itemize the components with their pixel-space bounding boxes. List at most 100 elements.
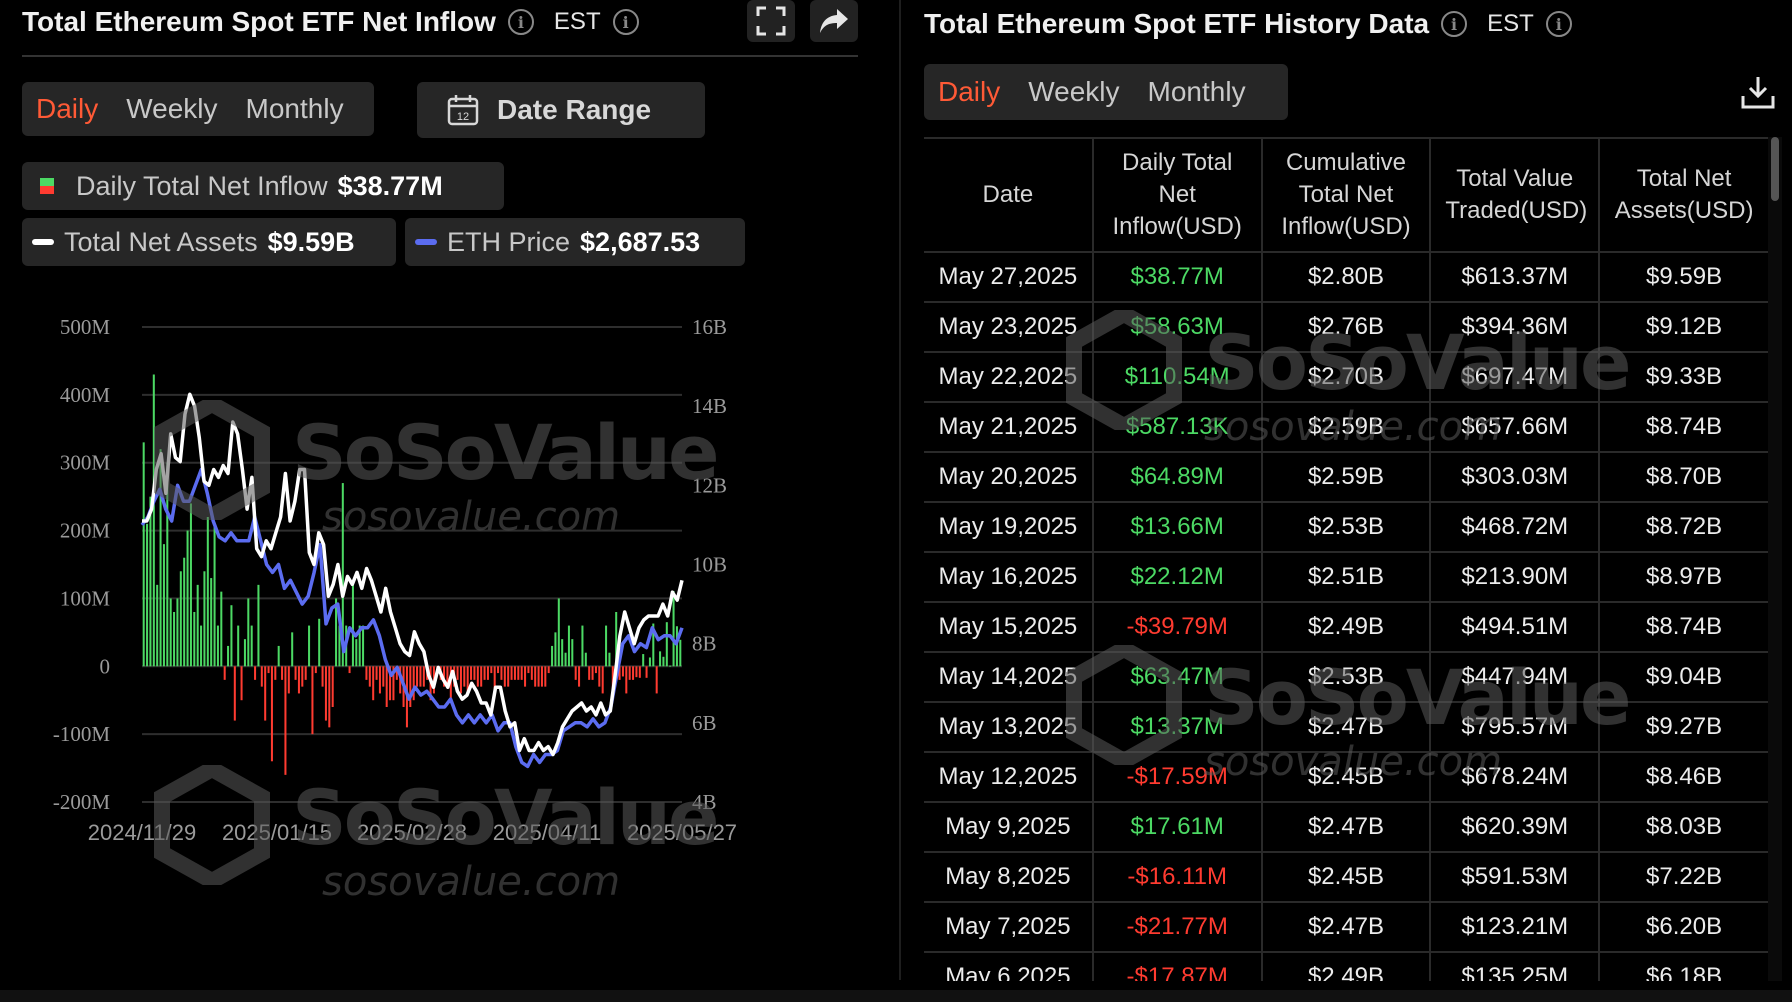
cell-value-traded: $697.47M: [1430, 352, 1601, 403]
inflow-bar: [655, 666, 658, 694]
inflow-bar: [358, 625, 361, 667]
cell-cumulative-inflow: $2.51B: [1261, 552, 1432, 603]
cell-date: May 8,2025: [924, 852, 1094, 903]
table-row: May 27,2025 $38.77M $2.80B $613.37M $9.59B: [924, 252, 1768, 303]
x-tick-label: 2024/11/29: [88, 820, 196, 845]
inflow-bar: [638, 666, 641, 678]
col-net-assets[interactable]: Total Net Assets(USD): [1599, 137, 1768, 253]
tab-weekly[interactable]: Weekly: [1028, 76, 1120, 107]
table-row: May 15,2025 -$39.79M $2.49B $494.51M $8.74B: [924, 602, 1768, 653]
inflow-bar: [267, 666, 270, 674]
tab-weekly[interactable]: Weekly: [126, 93, 218, 124]
inflow-bar: [365, 666, 368, 680]
cell-date: May 12,2025: [924, 752, 1094, 803]
y-left-tick-label: -200M: [53, 790, 110, 814]
inflow-bar: [527, 666, 530, 674]
cell-value-traded: $123.21M: [1430, 902, 1601, 953]
cell-value-traded: $494.51M: [1430, 602, 1601, 653]
inflow-bar: [335, 598, 338, 667]
y-left-tick-label: 400M: [60, 383, 111, 407]
history-table-body: May 27,2025 $38.77M $2.80B $613.37M $9.59B Ma…: [924, 252, 1768, 981]
y-left-tick-label: -100M: [53, 722, 110, 746]
inflow-bar: [500, 666, 503, 680]
table-row: May 19,2025 $13.66M $2.53B $468.72M $8.72B: [924, 502, 1768, 553]
cell-net-assets: $6.18B: [1599, 952, 1768, 981]
table-scrollbar[interactable]: [1768, 137, 1782, 981]
cell-date: May 7,2025: [924, 902, 1094, 953]
tab-monthly[interactable]: Monthly: [1147, 76, 1246, 107]
date-range-button[interactable]: 12 Date Range: [417, 82, 705, 138]
inflow-bar: [304, 666, 307, 680]
inflow-bar: [142, 442, 145, 667]
table-row: May 6,2025 -$17.87M $2.49B $135.25M $6.18B: [924, 952, 1768, 981]
inflow-bar: [389, 666, 392, 701]
tab-monthly[interactable]: Monthly: [245, 93, 344, 124]
x-tick-label: 2025/04/11: [493, 820, 601, 845]
daily-inflow-label: Daily Total Net Inflow: [76, 170, 328, 201]
cell-value-traded: $468.72M: [1430, 502, 1601, 553]
y-right-tick-label: 4B: [692, 790, 717, 814]
info-icon[interactable]: i: [507, 9, 534, 35]
inflow-bar: [375, 666, 378, 680]
inflow-bar: [476, 666, 479, 687]
cell-net-assets: $9.27B: [1599, 702, 1768, 753]
inflow-bar: [480, 666, 483, 687]
timezone-info-icon[interactable]: i: [1545, 11, 1572, 37]
inflow-bar: [186, 530, 189, 667]
col-value-traded[interactable]: Total Value Traded(USD): [1430, 137, 1601, 253]
inflow-bar: [534, 666, 537, 687]
table-row: May 23,2025 $58.63M $2.76B $394.36M $9.12B: [924, 302, 1768, 353]
cell-net-assets: $8.03B: [1599, 802, 1768, 853]
table-row: May 9,2025 $17.61M $2.47B $620.39M $8.03B: [924, 802, 1768, 853]
cell-net-assets: $9.33B: [1599, 352, 1768, 403]
table-row: May 14,2025 $63.47M $2.53B $447.94M $9.04B: [924, 652, 1768, 703]
share-icon[interactable]: [810, 0, 858, 42]
history-title: Total Ethereum Spot ETF History Data: [924, 8, 1430, 39]
cell-daily-inflow: $63.47M: [1092, 652, 1263, 703]
inflow-bar: [260, 666, 263, 687]
inflow-bar: [544, 666, 547, 687]
inflow-bar: [645, 666, 648, 678]
table-row: May 13,2025 $13.37M $2.47B $795.57M $9.27B: [924, 702, 1768, 753]
inflow-bar: [156, 584, 159, 667]
timezone-info-icon[interactable]: i: [612, 9, 639, 35]
cell-net-assets: $7.22B: [1599, 852, 1768, 903]
period-tabs: Daily Weekly Monthly: [22, 82, 374, 136]
tab-daily[interactable]: Daily: [938, 76, 1001, 107]
col-date[interactable]: Date: [924, 137, 1094, 253]
cell-daily-inflow: $58.63M: [1092, 302, 1263, 353]
inflow-bar: [648, 657, 651, 667]
scrollbar-thumb[interactable]: [1771, 137, 1779, 201]
inflow-bar: [179, 571, 182, 667]
inflow-bar: [456, 666, 459, 680]
daily-inflow-stat: Daily Total Net Inflow $38.77M: [22, 162, 504, 210]
inflow-bar: [152, 374, 155, 667]
table-row: May 16,2025 $22.12M $2.51B $213.90M $8.97B: [924, 552, 1768, 603]
cell-date: May 15,2025: [924, 602, 1094, 653]
inflow-bar: [486, 666, 489, 680]
net-inflow-title-row: Total Ethereum Spot ETF Net Inflow i EST…: [22, 2, 639, 42]
cell-net-assets: $8.46B: [1599, 752, 1768, 803]
cell-value-traded: $135.25M: [1430, 952, 1601, 981]
info-icon[interactable]: i: [1441, 11, 1468, 37]
col-daily-inflow[interactable]: Daily Total Net Inflow(USD): [1092, 137, 1263, 253]
inflow-bar: [243, 639, 246, 667]
tab-daily[interactable]: Daily: [36, 93, 99, 124]
cell-cumulative-inflow: $2.47B: [1261, 902, 1432, 953]
inflow-bar: [581, 625, 584, 667]
inflow-bar: [672, 590, 675, 667]
y-left-tick-label: 100M: [60, 586, 111, 610]
fullscreen-icon[interactable]: [747, 0, 795, 42]
daily-inflow-value: $38.77M: [337, 170, 443, 201]
download-icon[interactable]: [1740, 74, 1776, 115]
inflow-bar: [176, 598, 179, 667]
cell-net-assets: $6.20B: [1599, 902, 1768, 953]
eth-price-label: ETH Price: [447, 226, 571, 257]
y-right-tick-label: 10B: [692, 553, 727, 577]
table-row: May 8,2025 -$16.11M $2.45B $591.53M $7.22B: [924, 852, 1768, 903]
table-header-row: Date Daily Total Net Inflow(USD) Cumulat…: [924, 137, 1768, 253]
y-right-tick-label: 12B: [692, 473, 727, 497]
inflow-bar: [564, 652, 567, 667]
cell-daily-inflow: -$17.59M: [1092, 752, 1263, 803]
col-cumulative-inflow[interactable]: Cumulative Total Net Inflow(USD): [1261, 137, 1432, 253]
